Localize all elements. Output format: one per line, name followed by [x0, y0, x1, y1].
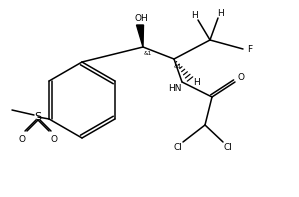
Text: H: H — [193, 77, 199, 86]
Text: O: O — [51, 135, 57, 143]
Text: Cl: Cl — [173, 142, 182, 151]
Text: O: O — [19, 135, 25, 143]
Text: Cl: Cl — [224, 142, 232, 151]
Text: OH: OH — [134, 14, 148, 22]
Text: O: O — [237, 72, 245, 82]
Text: &1: &1 — [144, 50, 152, 56]
Text: S: S — [34, 112, 42, 122]
Text: &1: &1 — [174, 63, 182, 69]
Text: H: H — [192, 10, 198, 20]
Text: H: H — [218, 8, 224, 18]
Polygon shape — [137, 25, 144, 47]
Text: HN: HN — [168, 84, 182, 93]
Text: F: F — [248, 45, 253, 54]
